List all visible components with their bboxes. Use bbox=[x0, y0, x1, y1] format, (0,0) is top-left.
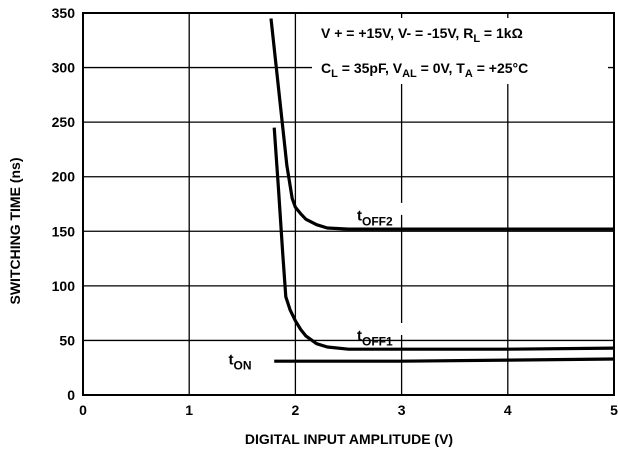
series-label-bg bbox=[351, 322, 407, 335]
series-layer bbox=[269, 18, 615, 363]
x-tick-label: 5 bbox=[610, 402, 618, 418]
x-tick-label: 0 bbox=[79, 402, 87, 418]
y-tick-label: 350 bbox=[52, 5, 76, 21]
y-tick-label: 250 bbox=[52, 114, 76, 130]
series-label-ton: tON bbox=[228, 351, 251, 372]
x-axis-title: DIGITAL INPUT AMPLITUDE (V) bbox=[245, 431, 453, 447]
y-tick-label: 200 bbox=[52, 169, 76, 185]
y-tick-label: 300 bbox=[52, 60, 76, 76]
y-tick-label: 50 bbox=[59, 332, 75, 348]
series-line-toff1 bbox=[272, 127, 615, 351]
series-label-bg bbox=[224, 346, 266, 374]
x-tick-label: 4 bbox=[504, 402, 512, 418]
y-tick-label: 0 bbox=[67, 387, 75, 403]
conditions-box bbox=[312, 18, 608, 84]
y-tick-label: 150 bbox=[52, 223, 76, 239]
conditions-line-1: V + = +15V, V- = -15V, RL = 1kΩ bbox=[321, 25, 523, 45]
x-tick-label: 3 bbox=[398, 402, 406, 418]
y-tick-label: 100 bbox=[52, 278, 76, 294]
series-line-ton bbox=[274, 357, 615, 363]
series-label-bg bbox=[351, 202, 407, 215]
label-layer: tOFF2 tOFF1 tON bbox=[224, 18, 608, 374]
x-tick-label: 1 bbox=[185, 402, 193, 418]
series-label-toff1: tOFF1 bbox=[357, 327, 393, 348]
series-line-toff2 bbox=[269, 18, 614, 231]
series-label-toff2: tOFF2 bbox=[357, 207, 393, 228]
plot-frame bbox=[82, 12, 615, 396]
conditions-line-2: CL = 35pF, VAL = 0V, TA = +25°C bbox=[321, 60, 528, 80]
x-tick-label: 2 bbox=[292, 402, 300, 418]
y-axis-title: SWITCHING TIME (ns) bbox=[7, 158, 23, 305]
